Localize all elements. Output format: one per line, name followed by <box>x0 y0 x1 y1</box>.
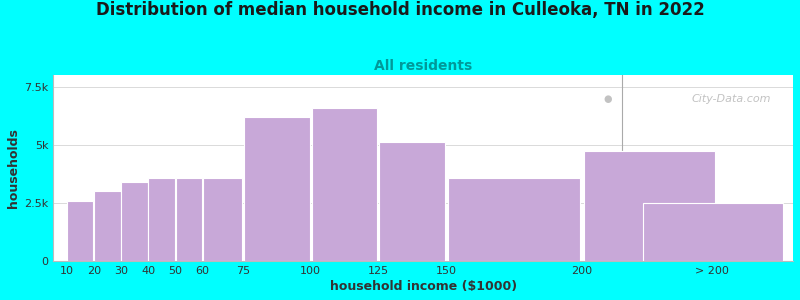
Bar <box>643 203 782 261</box>
Bar <box>149 178 174 261</box>
Bar <box>379 142 445 261</box>
Bar <box>448 178 580 261</box>
Bar <box>94 191 121 261</box>
Bar <box>244 117 310 261</box>
Text: City-Data.com: City-Data.com <box>691 94 771 104</box>
Text: ●: ● <box>603 94 612 104</box>
X-axis label: household income ($1000): household income ($1000) <box>330 280 517 293</box>
Bar <box>312 108 378 261</box>
Text: Distribution of median household income in Culleoka, TN in 2022: Distribution of median household income … <box>96 2 704 20</box>
Bar <box>175 178 202 261</box>
Title: All residents: All residents <box>374 59 472 73</box>
Bar <box>122 182 148 261</box>
Bar <box>203 178 242 261</box>
Bar <box>67 201 94 261</box>
Y-axis label: households: households <box>7 128 20 208</box>
Bar <box>584 151 715 261</box>
